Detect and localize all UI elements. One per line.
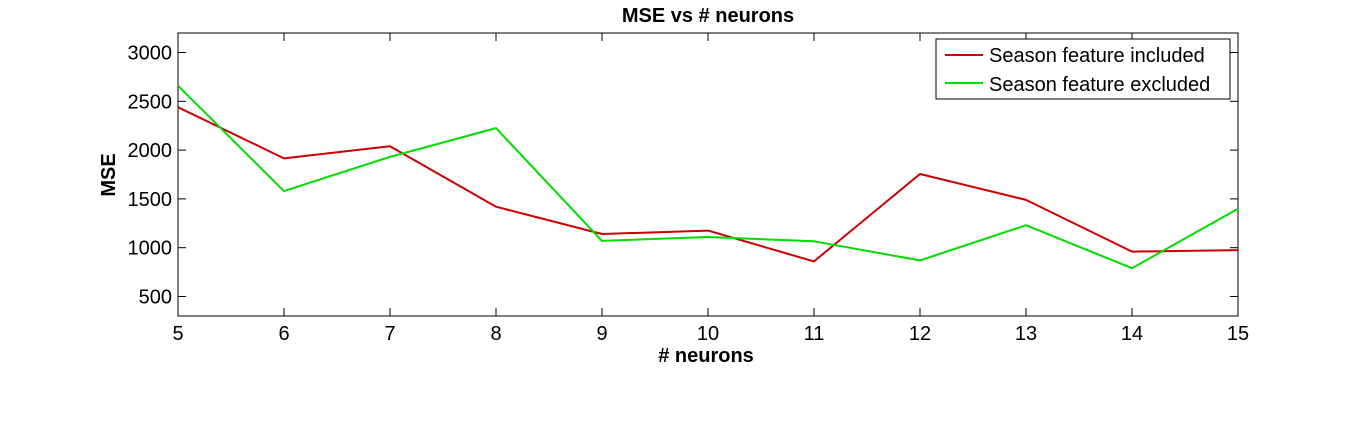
x-tick-label: 5 bbox=[172, 323, 183, 345]
legend-box bbox=[935, 38, 1231, 100]
series-lines bbox=[177, 84, 1239, 270]
y-axis-label: MSE bbox=[98, 153, 120, 196]
x-tick-label: 8 bbox=[490, 323, 501, 345]
x-tick-label: 6 bbox=[278, 323, 289, 345]
legend: Season feature included Season feature e… bbox=[935, 38, 1231, 100]
y-tick-label: 1000 bbox=[128, 238, 173, 260]
x-tick-label: 15 bbox=[1227, 323, 1249, 345]
x-axis-label: # neurons bbox=[658, 345, 754, 367]
y-tick-label: 1500 bbox=[128, 189, 173, 211]
x-tick-label: 13 bbox=[1015, 323, 1037, 345]
x-tick-label: 10 bbox=[697, 323, 719, 345]
x-tick-label: 12 bbox=[909, 323, 931, 345]
y-tick-label: 3000 bbox=[128, 43, 173, 65]
y-axis: 500 1000 1500 2000 2500 3000 bbox=[128, 43, 1238, 308]
x-tick-label: 9 bbox=[596, 323, 607, 345]
x-tick-label: 7 bbox=[384, 323, 395, 345]
series-line-season-excluded bbox=[177, 84, 1239, 270]
legend-label-season-excluded: Season feature excluded bbox=[989, 74, 1210, 96]
x-tick-label: 14 bbox=[1121, 323, 1143, 345]
y-tick-label: 2000 bbox=[128, 140, 173, 162]
legend-label-season-included: Season feature included bbox=[989, 45, 1205, 67]
x-tick-label: 11 bbox=[804, 323, 825, 345]
chart-title: MSE vs # neurons bbox=[622, 5, 794, 27]
y-tick-label: 2500 bbox=[128, 91, 173, 113]
x-axis: 5 6 7 8 9 10 11 12 13 14 15 bbox=[172, 33, 1249, 345]
series-line-season-included bbox=[177, 106, 1239, 263]
y-tick-label: 500 bbox=[139, 286, 172, 308]
